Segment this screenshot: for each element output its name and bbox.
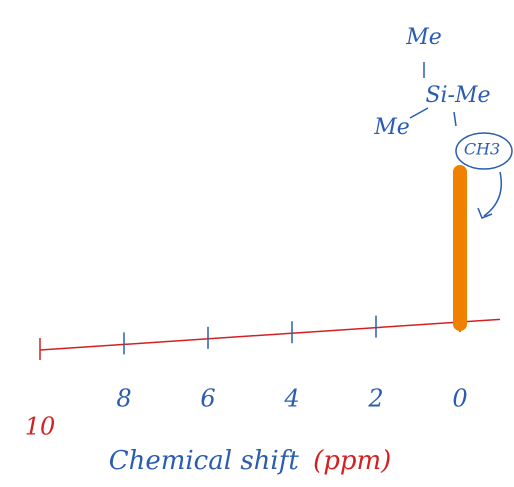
arrow xyxy=(484,172,501,216)
x-tick-label: 10 xyxy=(25,413,56,441)
methyl-circled: CH3 xyxy=(464,140,500,159)
x-label-unit: (ppm) xyxy=(313,446,391,476)
methyl-top: Me xyxy=(405,25,442,50)
x-tick-label: 4 xyxy=(283,385,299,413)
methyl-left: Me xyxy=(373,115,410,140)
x-tick-label: 6 xyxy=(200,385,215,413)
bond xyxy=(454,112,456,126)
chart: Me Si-Me Me CH3 Chemical shift (ppm) 10 8… xyxy=(0,0,514,487)
arrow-head xyxy=(478,208,492,218)
x-tick-label: 0 xyxy=(452,385,467,413)
x-tick-label: 8 xyxy=(116,385,131,413)
x-label-text: Chemical shift xyxy=(109,446,300,476)
x-axis-label: Chemical shift (ppm) xyxy=(109,446,392,476)
silicon: Si-Me xyxy=(425,83,490,108)
x-axis xyxy=(40,319,500,350)
bond xyxy=(410,108,428,118)
x-tick-label: 2 xyxy=(367,385,383,413)
